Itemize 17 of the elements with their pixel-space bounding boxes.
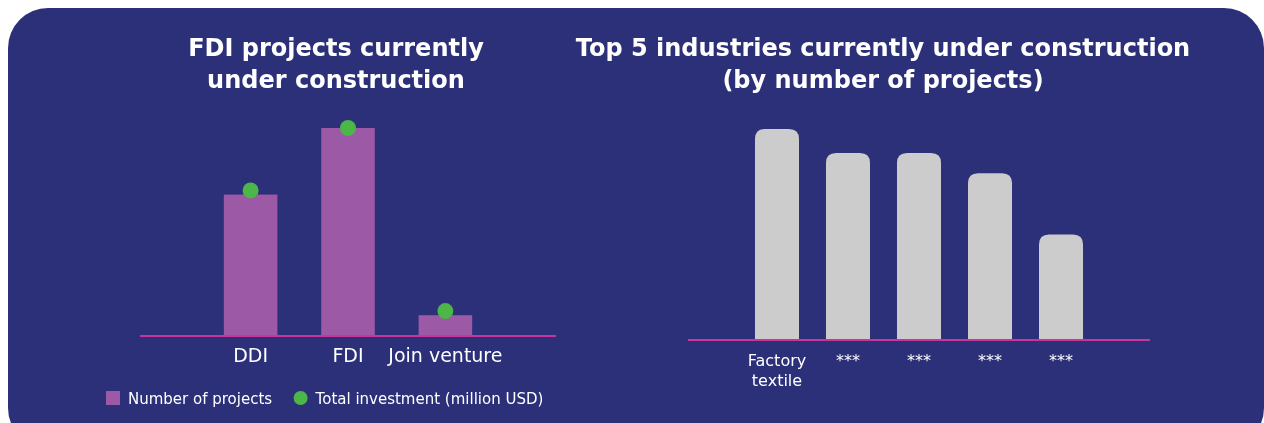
x-tick-label: *** [836,351,860,370]
bar [754,129,799,340]
x-tick-label: Factory textile [747,351,807,390]
x-tick-label: *** [907,351,931,370]
chart-title: FDI projects currently under construction [188,34,485,94]
legend-label: Number of projects [128,390,273,408]
x-tick-label: FDI [332,344,364,366]
bar [825,153,871,340]
bar [1039,234,1084,340]
bar [896,153,942,340]
x-tick-label: *** [978,351,1002,370]
x-tick-label: Join venture [387,344,503,366]
legend-label: Total investment (million USD) [314,390,544,408]
bar [967,173,1013,340]
x-tick-label: *** [1049,351,1074,370]
x-tick-label: DDI [233,344,269,366]
chart-title: Top 5 industries currently under construction (by number of projects) [575,34,1191,94]
